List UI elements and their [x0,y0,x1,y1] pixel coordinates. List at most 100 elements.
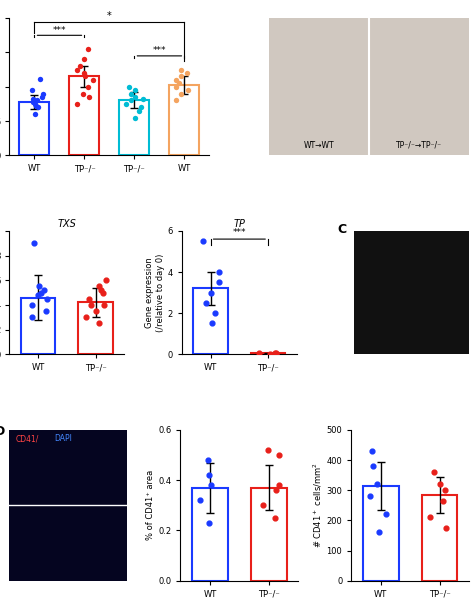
Point [430,467,438,477]
Point [35,281,42,291]
Point [215,278,223,287]
Point [272,485,280,495]
Point [199,237,207,246]
Point [39,89,46,99]
Point [102,275,109,285]
Point [204,455,212,465]
Point [28,312,36,322]
Point [85,294,93,304]
Point [76,61,84,71]
Text: ***: *** [53,25,66,34]
Bar [422,495,457,581]
Point [97,286,105,295]
Title: TP: TP [233,218,246,229]
Point [128,89,135,99]
Point [40,286,47,295]
Point [35,102,42,112]
Point [177,89,184,99]
Point [43,294,51,304]
Point [271,513,279,523]
Point [82,312,90,322]
Point [183,68,191,78]
Point [368,446,376,456]
Point [184,85,192,95]
Y-axis label: Gene expression
(/relative to day 0): Gene expression (/relative to day 0) [146,253,165,332]
Point [42,306,50,316]
Point [29,97,37,106]
Point [441,485,449,495]
Point [211,309,219,318]
Point [87,300,94,310]
Point [73,65,81,74]
Point [36,74,44,83]
Text: CD41/: CD41/ [15,434,39,443]
Point [177,71,185,81]
Point [84,44,91,54]
Point [33,96,41,105]
Text: ***: *** [233,228,246,237]
Point [73,99,81,109]
Point [273,349,280,359]
Point [375,528,383,537]
Point [131,85,139,95]
Bar [251,353,285,355]
Point [275,450,283,460]
Text: *: * [107,11,112,21]
Point [131,113,138,122]
Point [34,290,42,300]
Point [173,96,180,105]
Point [99,288,107,298]
Point [205,470,212,480]
Point [436,479,444,489]
Point [100,300,107,310]
Point [382,509,389,519]
Point [266,349,273,359]
Bar [192,488,228,581]
Text: ***: *** [153,46,166,55]
Point [136,106,143,116]
Point [442,523,449,533]
Text: WT: WT [205,552,217,561]
Point [177,65,185,74]
Point [366,491,374,501]
Point [271,348,278,358]
Point [29,94,37,104]
Bar [78,302,113,355]
Point [173,75,180,85]
Text: DAPI: DAPI [55,434,72,443]
Point [202,298,210,308]
Point [273,348,280,358]
Point [439,496,447,506]
Text: TP⁻/⁻→TP⁻/⁻: TP⁻/⁻→TP⁻/⁻ [396,141,442,150]
Point [196,495,204,505]
Point [264,445,272,455]
Point [86,92,93,102]
Point [37,288,45,298]
Point [215,267,223,277]
Text: C: C [337,223,346,237]
Point [89,75,97,85]
Point [126,82,133,91]
Point [85,82,92,91]
Bar [169,85,200,155]
Point [30,238,38,248]
Bar [251,488,286,581]
Text: D: D [0,425,6,438]
Point [81,54,88,64]
Point [255,348,262,358]
Title: TXS: TXS [57,218,76,229]
Point [28,300,36,310]
Point [373,479,381,489]
Text: WT→WT: WT→WT [304,141,335,150]
Point [92,306,100,316]
Point [207,480,215,490]
Point [95,319,102,329]
Point [95,281,103,291]
Point [259,500,267,510]
Point [122,99,129,109]
Point [32,110,39,119]
Point [207,288,215,298]
Point [31,99,39,109]
Point [172,82,180,91]
Point [139,94,146,104]
